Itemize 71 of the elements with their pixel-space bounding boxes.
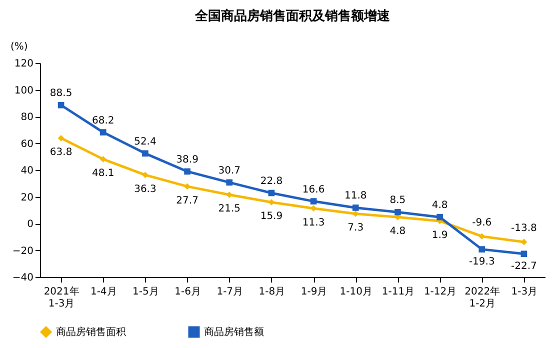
x-tick-label: 1-3月: [511, 286, 538, 298]
data-label: 30.7: [218, 165, 241, 176]
point: [520, 250, 528, 258]
data-label: 88.5: [50, 88, 72, 100]
data-label: 11.8: [344, 190, 367, 202]
point: [58, 135, 64, 142]
point: [268, 199, 275, 206]
data-label: 48.1: [92, 168, 114, 180]
point: [352, 210, 359, 217]
y-tick-label: −40: [12, 272, 34, 284]
data-label: 52.4: [134, 136, 156, 148]
data-label: 21.5: [218, 204, 241, 215]
point: [478, 233, 486, 240]
point: [142, 172, 148, 178]
x-tick-label: 1-12月: [424, 286, 457, 298]
point: [478, 246, 486, 252]
x-tick-label: 2021年 1-3月: [44, 286, 80, 310]
y-tick-label: 100: [14, 85, 34, 96]
legend-label: 商品房销售面积: [56, 326, 126, 338]
data-label: 22.8: [260, 176, 283, 188]
x-tick-label: 1-10月: [340, 286, 372, 298]
data-label: 8.5: [390, 195, 406, 206]
y-tick-label: 0: [27, 219, 34, 230]
point: [226, 179, 233, 186]
point: [520, 238, 528, 246]
data-label: 63.8: [50, 147, 72, 158]
point: [100, 156, 106, 162]
x-tick-label: 2022年 1-2月: [464, 286, 500, 310]
data-label: 15.9: [260, 211, 283, 222]
point: [310, 205, 317, 212]
y-tick-label: 120: [14, 58, 34, 70]
data-label: 4.8: [432, 200, 448, 212]
chart-title: 全国商品房销售面积及销售额增速: [194, 8, 391, 24]
x-tick-label: 1-11月: [382, 286, 415, 298]
data-label: 16.6: [302, 184, 325, 196]
point: [310, 198, 317, 204]
x-tick-label: 1-8月: [258, 286, 286, 298]
point: [226, 192, 233, 198]
x-tick-label: 1-9月: [300, 286, 328, 298]
data-label: 1.9: [432, 230, 448, 241]
data-label: 38.9: [176, 154, 198, 166]
point: [184, 168, 190, 175]
x-tick-label: 1-7月: [216, 286, 244, 298]
data-label: -9.6: [472, 217, 492, 228]
point: [184, 183, 190, 190]
x-tick-label: 1-6月: [174, 286, 201, 298]
y-tick-label: −20: [12, 246, 34, 257]
point: [436, 214, 443, 220]
data-label: 36.3: [134, 184, 156, 195]
point: [394, 208, 401, 216]
data-label: 68.2: [92, 115, 114, 126]
data-label: 7.3: [348, 222, 364, 234]
y-axis-title: (%): [10, 42, 28, 52]
data-label: 27.7: [176, 195, 198, 206]
legend-label: 商品房销售额: [204, 326, 264, 338]
y-tick-label: 80: [20, 112, 34, 123]
point: [142, 150, 148, 157]
point: [268, 190, 275, 196]
data-label: 4.8: [390, 226, 406, 238]
data-label: -22.7: [511, 260, 537, 272]
y-tick-label: 40: [20, 166, 34, 176]
x-tick-label: 1-4月: [90, 286, 117, 298]
y-tick-label: 20: [20, 192, 34, 204]
data-label: 11.3: [302, 217, 325, 228]
x-tick-label: 1-5月: [132, 286, 159, 298]
point: [100, 129, 106, 136]
data-label: -19.3: [468, 256, 495, 268]
point: [352, 204, 359, 211]
y-tick-label: 60: [20, 138, 34, 150]
point: [58, 102, 64, 108]
data-label: -13.8: [511, 222, 537, 234]
